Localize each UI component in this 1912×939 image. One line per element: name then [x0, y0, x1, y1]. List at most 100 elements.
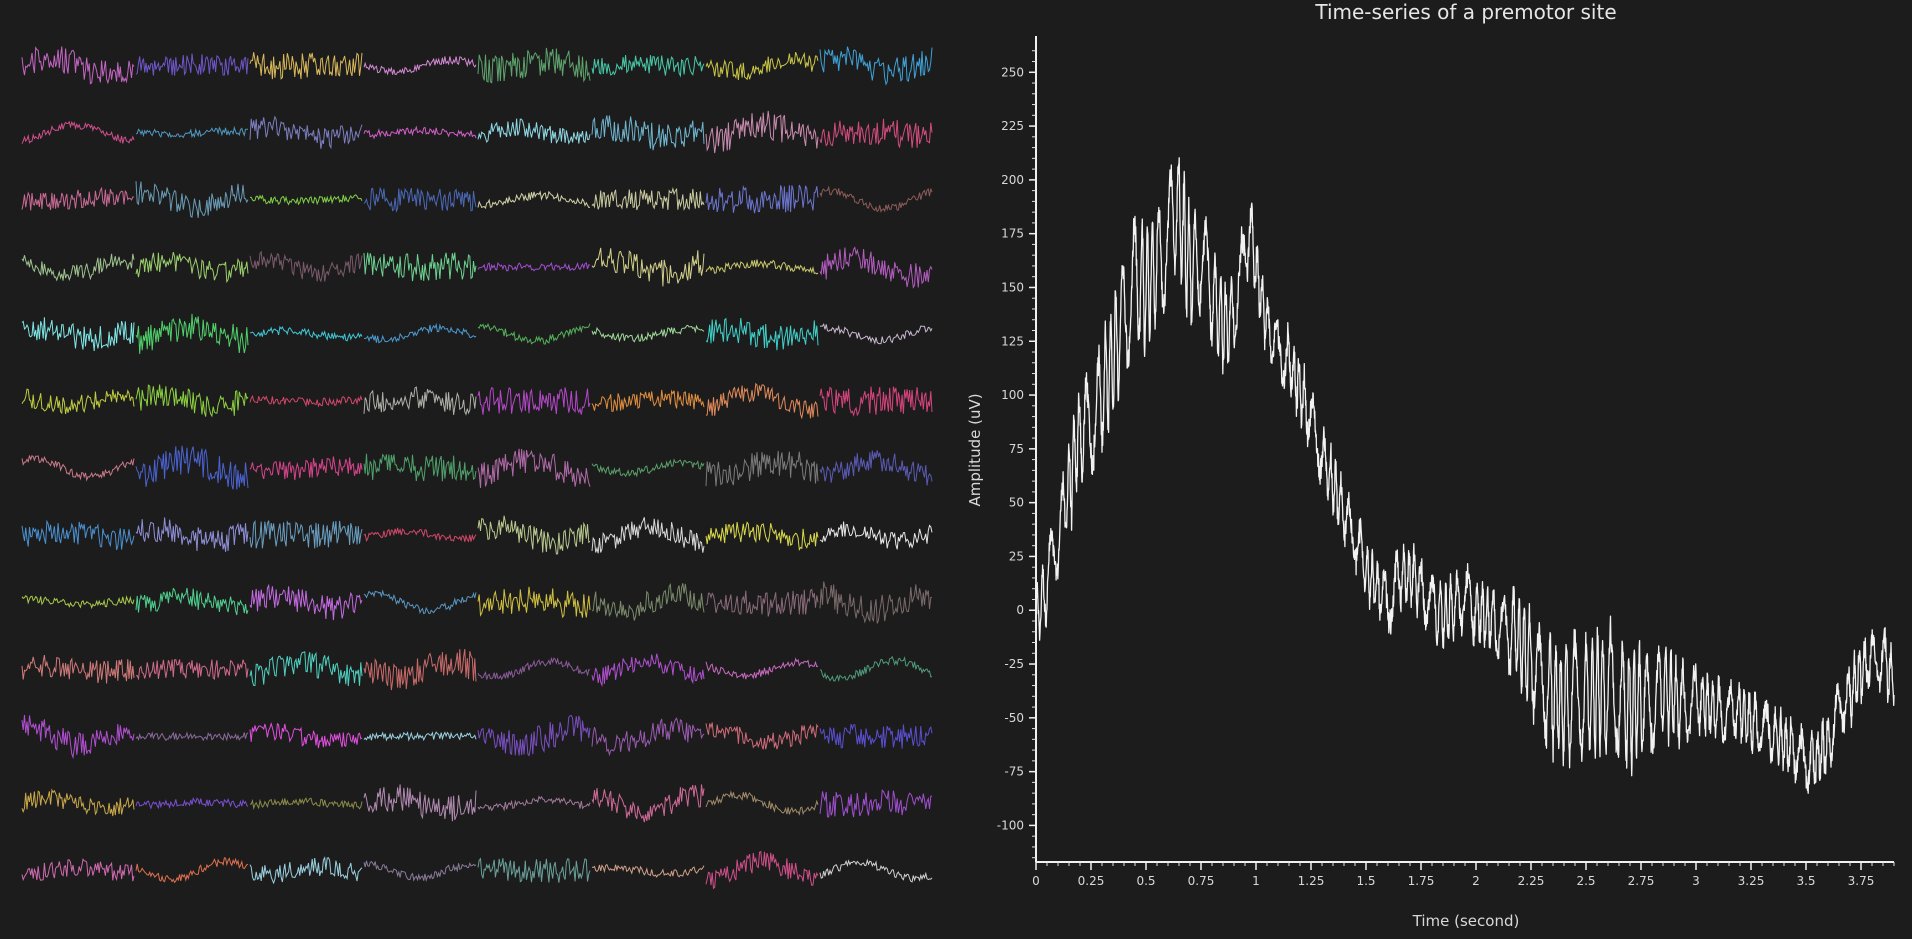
site-trace[interactable]	[249, 52, 363, 80]
site-trace[interactable]	[135, 445, 249, 490]
site-trace[interactable]	[21, 714, 135, 760]
site-trace[interactable]	[477, 448, 591, 489]
site-trace[interactable]	[363, 322, 477, 344]
site-trace[interactable]	[819, 581, 933, 624]
site-trace[interactable]	[477, 322, 591, 345]
site-trace[interactable]	[21, 858, 135, 882]
site-trace[interactable]	[591, 324, 705, 343]
site-trace[interactable]	[591, 458, 705, 478]
site-trace[interactable]	[21, 455, 135, 482]
site-trace[interactable]	[591, 186, 705, 211]
site-trace[interactable]	[21, 317, 135, 352]
site-trace[interactable]	[249, 519, 363, 549]
site-trace[interactable]	[591, 784, 705, 823]
site-trace[interactable]	[705, 51, 819, 81]
site-trace[interactable]	[591, 717, 705, 757]
site-trace[interactable]	[819, 118, 933, 148]
site-trace[interactable]	[249, 583, 363, 621]
site-trace[interactable]	[477, 387, 591, 415]
site-trace[interactable]	[135, 659, 249, 681]
site-trace[interactable]	[477, 47, 591, 84]
site-trace[interactable]	[135, 731, 249, 742]
site-trace[interactable]	[819, 655, 933, 683]
site-trace[interactable]	[591, 115, 705, 151]
site-trace[interactable]	[363, 860, 477, 883]
site-trace[interactable]	[363, 56, 477, 76]
site-trace[interactable]	[250, 797, 363, 811]
site-trace[interactable]	[135, 125, 249, 139]
site-trace[interactable]	[477, 857, 591, 883]
site-trace[interactable]	[477, 586, 591, 619]
site-trace[interactable]	[819, 322, 933, 345]
site-trace[interactable]	[477, 795, 591, 812]
site-trace[interactable]	[363, 252, 477, 282]
site-trace[interactable]	[249, 115, 363, 150]
site-trace[interactable]	[705, 110, 819, 154]
site-trace[interactable]	[21, 595, 135, 610]
site-trace[interactable]	[135, 313, 249, 354]
site-trace[interactable]	[21, 388, 135, 415]
site-trace[interactable]	[591, 517, 705, 554]
site-trace[interactable]	[21, 788, 135, 817]
site-trace[interactable]	[135, 517, 249, 552]
site-trace[interactable]	[477, 190, 591, 210]
site-trace[interactable]	[249, 194, 363, 206]
site-trace[interactable]	[363, 589, 477, 615]
site-trace[interactable]	[135, 251, 249, 284]
site-trace[interactable]	[249, 394, 363, 408]
site-trace[interactable]	[819, 185, 933, 213]
site-trace[interactable]	[591, 583, 705, 621]
site-trace[interactable]	[819, 521, 933, 550]
site-trace[interactable]	[135, 384, 249, 418]
site-trace[interactable]	[705, 382, 819, 420]
site-trace[interactable]	[705, 850, 819, 890]
site-trace[interactable]	[249, 722, 363, 749]
site-trace[interactable]	[363, 731, 477, 742]
site-trace[interactable]	[591, 54, 705, 78]
site-trace[interactable]	[705, 317, 819, 351]
site-trace[interactable]	[21, 655, 135, 684]
site-grid[interactable]	[0, 0, 940, 939]
site-trace[interactable]	[249, 456, 363, 481]
site-trace[interactable]	[477, 118, 591, 145]
site-trace[interactable]	[705, 657, 819, 680]
site-trace[interactable]	[21, 120, 135, 144]
site-trace[interactable]	[819, 46, 933, 86]
site-trace[interactable]	[135, 857, 249, 884]
site-trace[interactable]	[21, 253, 135, 282]
site-trace[interactable]	[363, 386, 477, 416]
site-trace[interactable]	[477, 656, 591, 681]
site-trace[interactable]	[363, 125, 477, 140]
site-trace[interactable]	[705, 588, 819, 617]
site-trace[interactable]	[819, 858, 933, 883]
site-trace[interactable]	[363, 648, 477, 691]
site-trace[interactable]	[249, 250, 363, 283]
site-trace[interactable]	[705, 790, 819, 816]
site-trace[interactable]	[819, 450, 933, 486]
site-trace[interactable]	[249, 651, 363, 687]
site-trace[interactable]	[591, 389, 705, 412]
site-trace[interactable]	[591, 653, 705, 688]
site-trace[interactable]	[819, 789, 933, 818]
site-trace[interactable]	[135, 587, 249, 616]
site-trace[interactable]	[363, 186, 477, 214]
site-trace[interactable]	[477, 515, 591, 555]
site-trace[interactable]	[819, 246, 933, 289]
site-trace[interactable]	[363, 784, 477, 822]
site-trace[interactable]	[591, 863, 705, 878]
site-trace[interactable]	[21, 519, 135, 551]
site-trace[interactable]	[705, 521, 819, 551]
site-trace[interactable]	[135, 181, 249, 218]
site-trace[interactable]	[705, 722, 819, 750]
site-trace[interactable]	[135, 53, 249, 76]
site-trace[interactable]	[21, 46, 135, 85]
site-trace[interactable]	[705, 259, 819, 275]
site-trace[interactable]	[249, 325, 363, 342]
site-trace[interactable]	[705, 184, 819, 214]
site-trace[interactable]	[591, 247, 705, 287]
site-trace[interactable]	[477, 261, 591, 272]
site-trace[interactable]	[21, 186, 135, 211]
site-trace[interactable]	[135, 797, 249, 810]
site-trace[interactable]	[249, 856, 363, 885]
site-trace[interactable]	[363, 527, 477, 543]
